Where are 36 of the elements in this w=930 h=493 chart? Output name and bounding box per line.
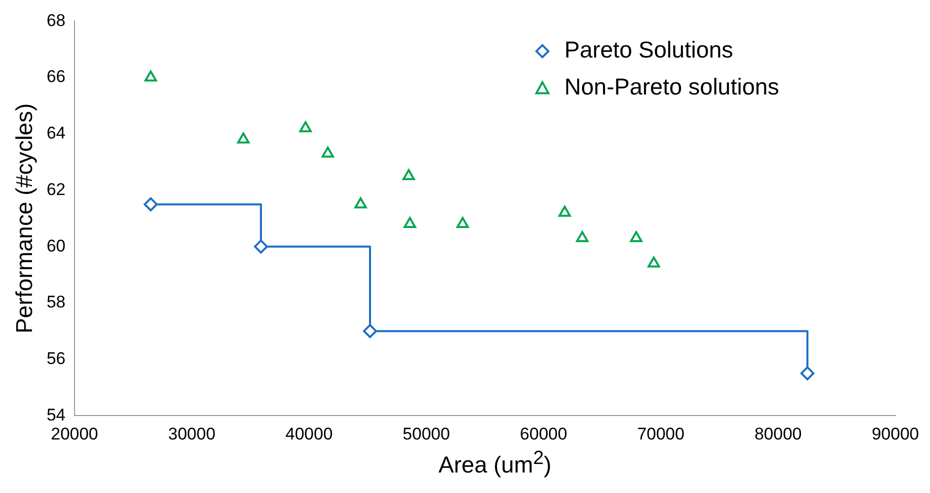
x-tick-label: 70000 (637, 424, 684, 444)
point (558, 206, 571, 217)
point (800, 366, 814, 380)
x-tick-label: 90000 (872, 424, 920, 444)
point (456, 217, 469, 228)
y-axis-title: Performance (#cycles) (11, 103, 38, 334)
x-tick-label: 80000 (754, 424, 802, 444)
y-tick-label: 60 (46, 236, 66, 256)
point (299, 121, 312, 132)
y-tick-label: 68 (46, 10, 66, 30)
x-axis-title: Area (um$^{2}$) (438, 448, 552, 479)
x-tick-label: 50000 (402, 424, 450, 444)
point (354, 197, 367, 208)
point (648, 256, 660, 268)
point (144, 197, 158, 212)
point (402, 169, 415, 180)
y-tick-label: 64 (46, 124, 66, 143)
x-tick-label: 30000 (168, 424, 216, 444)
point (322, 146, 334, 158)
point (630, 231, 642, 242)
y-tick-label: 56 (46, 348, 66, 368)
legend-label: Non-Pareto solutions (564, 74, 780, 100)
x-tick-label: 40000 (285, 424, 333, 444)
point (576, 231, 588, 242)
point (144, 70, 157, 82)
x-tick-label: 60000 (520, 424, 568, 444)
y-tick-label: 58 (46, 292, 66, 312)
point (254, 240, 268, 254)
point (237, 132, 250, 144)
x-tick-label: 20000 (50, 424, 98, 444)
point (404, 217, 416, 228)
y-tick-label: 66 (46, 67, 66, 86)
y-tick-label: 54 (46, 405, 66, 424)
y-tick-label: 62 (46, 180, 66, 199)
legend-label: Pareto Solutions (564, 36, 734, 63)
point (363, 324, 378, 338)
